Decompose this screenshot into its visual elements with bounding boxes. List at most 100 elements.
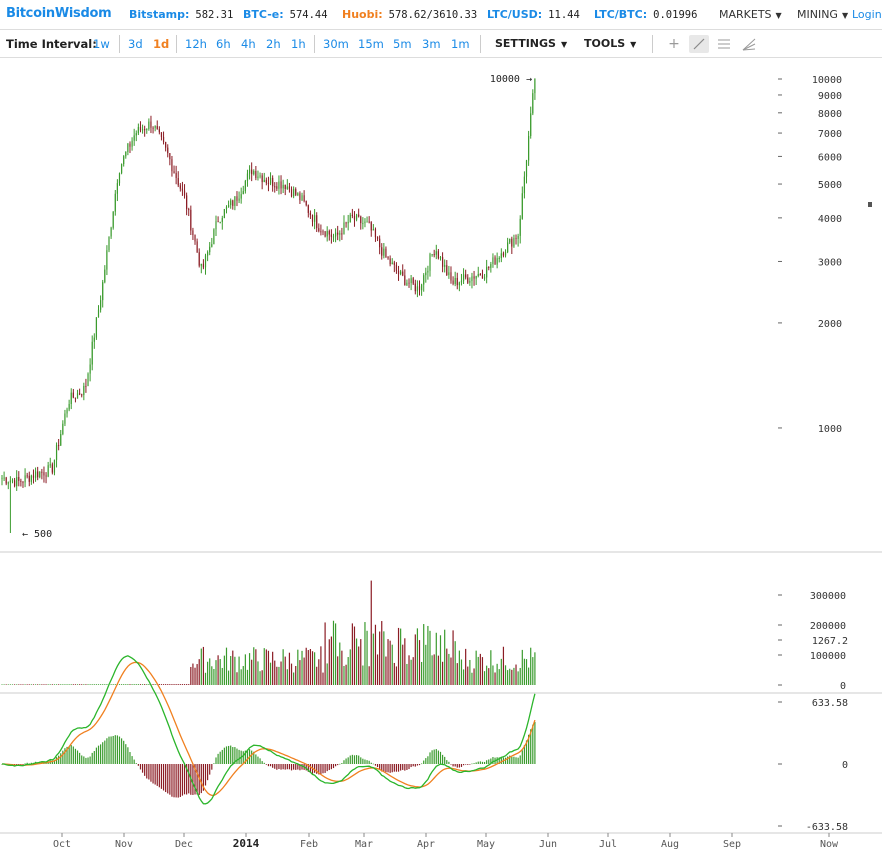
macd-histogram-bar — [530, 729, 532, 764]
macd-histogram-bar — [192, 764, 194, 795]
candle-body — [425, 272, 427, 276]
candle-body — [146, 129, 148, 131]
interval-5m[interactable]: 5m — [393, 37, 412, 51]
ticker-huobi[interactable]: Huobi: 578.62/3610.33 — [342, 8, 477, 21]
volume-bar — [20, 684, 22, 685]
volume-bar — [282, 649, 284, 685]
candle-body — [374, 229, 377, 238]
interval-3m[interactable]: 3m — [422, 37, 441, 51]
macd-histogram-bar — [381, 764, 383, 772]
candle-body — [127, 143, 129, 153]
candle-body — [207, 252, 209, 256]
candle-body — [232, 200, 234, 206]
candle-body — [494, 257, 496, 265]
macd-histogram-bar — [28, 763, 30, 765]
login-link[interactable]: Login — [852, 8, 882, 21]
y-tick-label: 8000 — [818, 109, 842, 120]
interval-1w[interactable]: 1w — [93, 37, 110, 51]
macd-histogram-bar — [425, 758, 427, 764]
candle-body — [85, 385, 87, 387]
site-logo[interactable]: BitcoinWisdom — [6, 6, 112, 21]
macd-histogram-bar — [439, 751, 442, 764]
macd-histogram-bar — [351, 754, 353, 764]
macd-histogram-bar — [221, 749, 223, 764]
macd-histogram-bar — [360, 757, 362, 764]
candle-body — [106, 250, 108, 270]
candle-body — [349, 214, 351, 223]
volume-bar — [488, 668, 490, 685]
macd-histogram-bar — [492, 757, 494, 764]
interval-3d[interactable]: 3d — [128, 37, 143, 51]
interval-1m[interactable]: 1m — [451, 37, 470, 51]
macd-histogram-bar — [376, 764, 379, 767]
candle-body — [188, 209, 190, 211]
volume-bar — [236, 672, 238, 685]
candle-body — [433, 254, 435, 256]
macd-histogram-bar — [68, 746, 70, 764]
interval-6h[interactable]: 6h — [216, 37, 231, 51]
macd-pane — [1, 655, 536, 805]
ticker-btce[interactable]: BTC-e: 574.44 — [243, 8, 328, 21]
macd-histogram-bar — [532, 724, 534, 764]
ticker-ltcbtc[interactable]: LTC/BTC: 0.01996 — [594, 8, 697, 21]
macd-histogram-bar — [131, 756, 133, 764]
candle-body — [355, 214, 358, 220]
y-tick-label: 2000 — [818, 319, 842, 330]
macd-histogram-bar — [301, 764, 303, 770]
macd-histogram-bar — [272, 764, 274, 768]
interval-1h[interactable]: 1h — [291, 37, 306, 51]
candle-body — [385, 248, 387, 257]
volume-bar — [196, 664, 198, 685]
macd-histogram-bar — [328, 764, 330, 771]
macd-histogram-bar — [104, 740, 106, 764]
interval-2h[interactable]: 2h — [266, 37, 281, 51]
scroll-marker[interactable] — [868, 202, 872, 207]
volume-bar — [83, 684, 85, 685]
y-tick-label: 4000 — [818, 214, 842, 225]
interval-1d[interactable]: 1d — [153, 37, 170, 51]
volume-bar — [131, 684, 133, 685]
trendline-icon[interactable] — [689, 35, 709, 53]
macd-histogram-bar — [318, 764, 320, 775]
candle-body — [504, 252, 507, 256]
macd-line — [2, 655, 536, 805]
volume-bar — [257, 661, 259, 685]
ticker-ltcusd[interactable]: LTC/USD: 11.44 — [487, 8, 580, 21]
markets-menu[interactable]: MARKETS ▼ — [719, 8, 782, 21]
macd-histogram-bar — [74, 748, 77, 764]
horizontal-lines-icon[interactable] — [714, 35, 734, 53]
settings-dropdown[interactable]: SETTINGS ▼ — [495, 37, 567, 50]
interval-4h[interactable]: 4h — [241, 37, 256, 51]
candle-body — [45, 475, 47, 477]
volume-bar — [343, 665, 345, 685]
candle-body — [123, 156, 125, 165]
tools-dropdown[interactable]: TOOLS ▼ — [584, 37, 636, 50]
volume-bar — [429, 630, 431, 685]
candle-body — [118, 173, 121, 184]
candle-body — [173, 171, 175, 173]
macd-histogram-bar — [20, 764, 22, 765]
interval-12h[interactable]: 12h — [185, 37, 207, 51]
ticker-value: 0.01996 — [653, 9, 698, 21]
volume-bar — [408, 655, 410, 685]
macd-histogram-bar — [385, 764, 387, 773]
interval-15m[interactable]: 15m — [358, 37, 384, 51]
ticker-bitstamp[interactable]: Bitstamp: 582.31 — [129, 8, 233, 21]
mining-menu[interactable]: MINING ▼ — [797, 8, 848, 21]
crosshair-icon[interactable]: + — [668, 36, 680, 52]
candle-body — [238, 198, 240, 201]
volume-bar — [28, 684, 30, 685]
volume-bar — [120, 684, 123, 685]
interval-30m[interactable]: 30m — [323, 37, 349, 51]
macd-histogram-bar — [87, 757, 89, 764]
divider — [314, 35, 315, 53]
fan-icon[interactable] — [739, 35, 759, 53]
candle-body — [259, 175, 261, 177]
volume-bar — [183, 684, 186, 685]
volume-bar — [400, 628, 402, 685]
volume-bar — [13, 684, 16, 685]
volume-bar — [51, 684, 53, 685]
candle-body — [498, 257, 500, 259]
candle-body — [376, 237, 379, 239]
